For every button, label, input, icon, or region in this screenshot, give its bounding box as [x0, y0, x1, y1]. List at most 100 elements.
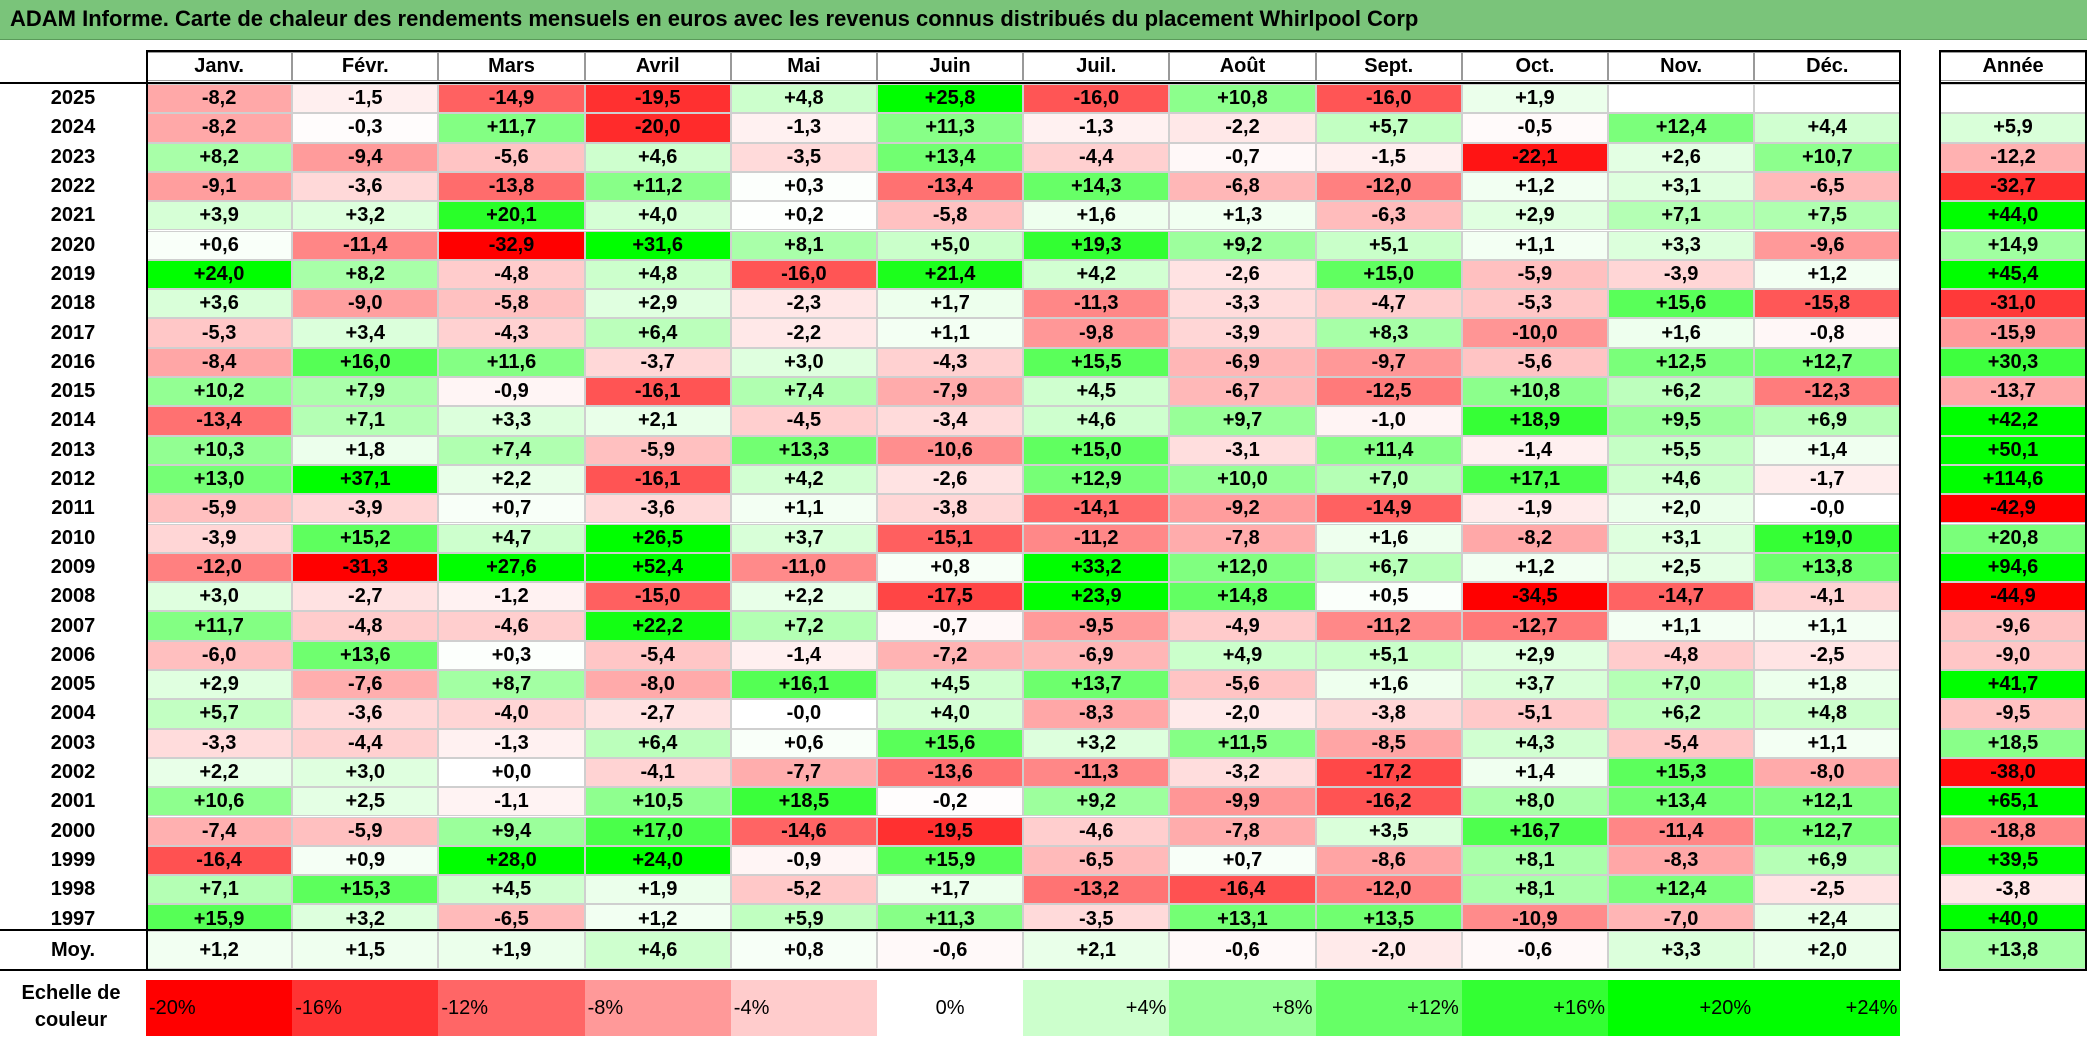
month-header: Août: [1169, 52, 1316, 81]
heatmap-cell: -9,0: [292, 289, 439, 319]
color-scale-label: Echelle de couleur: [0, 980, 142, 1036]
heatmap-cell: +8,1: [1461, 845, 1608, 876]
heatmap-cell: -12,0: [1315, 875, 1462, 905]
heatmap-cell: +8,7: [438, 670, 585, 700]
heatmap-cell: +4,4: [1754, 113, 1901, 143]
heatmap-cell: -9,5: [1023, 611, 1170, 641]
heatmap-cell: -6,9: [1023, 640, 1170, 670]
heatmap-cell: -8,2: [1461, 523, 1608, 553]
heatmap-cell: +31,6: [584, 230, 731, 260]
year-label: 2015: [50, 380, 96, 403]
heatmap-cell: -3,8: [877, 494, 1024, 524]
annual-cell: -3,8: [1939, 875, 2087, 905]
year-label: 2014: [50, 409, 96, 432]
heatmap-cell: -5,9: [146, 494, 293, 524]
annual-cell: -9,5: [1939, 699, 2087, 729]
heatmap-cell: -3,8: [1315, 699, 1462, 729]
heatmap-cell: -14,9: [438, 84, 585, 114]
heatmap-cell: -5,8: [438, 289, 585, 319]
heatmap-cell: -2,6: [1169, 259, 1316, 290]
heatmap-cell: -2,2: [1169, 113, 1316, 143]
heatmap-cell: -34,5: [1461, 582, 1608, 612]
heatmap-cell: +3,4: [292, 318, 439, 348]
heatmap-cell: -4,4: [292, 728, 439, 758]
heatmap-cell: +2,5: [292, 787, 439, 817]
heatmap-cell: +17,0: [584, 816, 731, 846]
year-label: 2017: [50, 321, 96, 344]
heatmap-cell: -15,1: [877, 523, 1024, 553]
heatmap-cell: -7,4: [146, 816, 293, 846]
heatmap-cell: +3,6: [146, 289, 293, 319]
year-label: 2024: [50, 116, 96, 139]
heatmap-cell: +1,2: [1754, 259, 1901, 290]
heatmap-cell: +4,9: [1169, 640, 1316, 670]
color-scale-stop: -8%: [584, 980, 731, 1036]
heatmap-cell: +16,0: [292, 347, 439, 377]
heatmap-cell: +12,4: [1608, 875, 1755, 905]
heatmap-cell: -16,0: [1023, 84, 1170, 114]
heatmap-cell: -15,0: [584, 582, 731, 612]
heatmap-cell: +7,0: [1315, 464, 1462, 495]
heatmap-cell: +7,4: [438, 435, 585, 465]
year-label: 2022: [50, 175, 96, 198]
average-cell: +3,3: [1608, 931, 1755, 969]
annual-cell: -32,7: [1939, 171, 2087, 202]
heatmap-cell: +12,0: [1169, 552, 1316, 583]
heatmap-cell: -4,5: [730, 406, 877, 436]
heatmap-cell: +5,7: [1315, 113, 1462, 143]
heatmap-cell: +8,2: [292, 259, 439, 290]
average-label: Moy.: [50, 938, 96, 961]
heatmap-cell: -5,9: [292, 816, 439, 846]
heatmap-cell: -0,9: [438, 377, 585, 407]
heatmap-cell: +15,9: [877, 845, 1024, 876]
heatmap-cell: -4,6: [1023, 816, 1170, 846]
heatmap-cell: -2,5: [1754, 640, 1901, 670]
annual-cell: +41,7: [1939, 670, 2087, 700]
heatmap-cell: +14,3: [1023, 171, 1170, 202]
heatmap-cell: +1,1: [730, 494, 877, 524]
heatmap-cell: +13,4: [877, 142, 1024, 172]
heatmap-cell: +1,2: [1461, 171, 1608, 202]
year-label: 2013: [50, 438, 96, 461]
heatmap-cell: -4,9: [1169, 611, 1316, 641]
annual-cell: +114,6: [1939, 464, 2087, 495]
heatmap-cell: +33,2: [1023, 552, 1170, 583]
heatmap-cell: +16,7: [1461, 816, 1608, 846]
heatmap-cell: -0,7: [877, 611, 1024, 641]
heatmap-cell: +20,1: [438, 201, 585, 231]
heatmap-cell: +4,5: [877, 670, 1024, 700]
heatmap-cell: +8,1: [730, 230, 877, 260]
heatmap-cell: +7,1: [146, 875, 293, 905]
heatmap-cell: +6,4: [584, 318, 731, 348]
heatmap-cell: -8,0: [584, 670, 731, 700]
year-label: 2012: [50, 468, 96, 491]
heatmap-cell: -0,0: [730, 699, 877, 729]
heatmap-cell: +11,2: [584, 171, 731, 202]
heatmap-cell: -9,9: [1169, 787, 1316, 817]
heatmap-cell: +37,1: [292, 464, 439, 495]
heatmap-cell: +3,3: [438, 406, 585, 436]
heatmap-cell: -8,6: [1315, 845, 1462, 876]
color-scale-stop: 0%: [877, 980, 1024, 1036]
year-label: 2020: [50, 233, 96, 256]
annual-cell: -12,2: [1939, 142, 2087, 172]
heatmap-cell: +4,2: [730, 464, 877, 495]
annual-cell: +42,2: [1939, 406, 2087, 436]
heatmap-cell: -4,8: [438, 259, 585, 290]
month-header: Avril: [584, 52, 731, 81]
average-cell: -2,0: [1315, 931, 1462, 969]
annual-cell: -31,0: [1939, 289, 2087, 319]
heatmap-cell: +15,0: [1023, 435, 1170, 465]
heatmap-cell: +10,2: [146, 377, 293, 407]
heatmap-cell: -9,1: [146, 171, 293, 202]
heatmap-cell: -2,6: [877, 464, 1024, 495]
header-divider: [0, 82, 1901, 84]
heatmap-cell: -12,0: [146, 552, 293, 583]
heatmap-cell: -3,9: [1169, 318, 1316, 348]
heatmap-cell: -11,3: [1023, 289, 1170, 319]
annual-cell: +30,3: [1939, 347, 2087, 377]
heatmap-cell: +2,9: [1461, 201, 1608, 231]
heatmap-cell: -1,3: [1023, 113, 1170, 143]
heatmap-cell: -32,9: [438, 230, 585, 260]
heatmap-cell: -8,3: [1023, 699, 1170, 729]
